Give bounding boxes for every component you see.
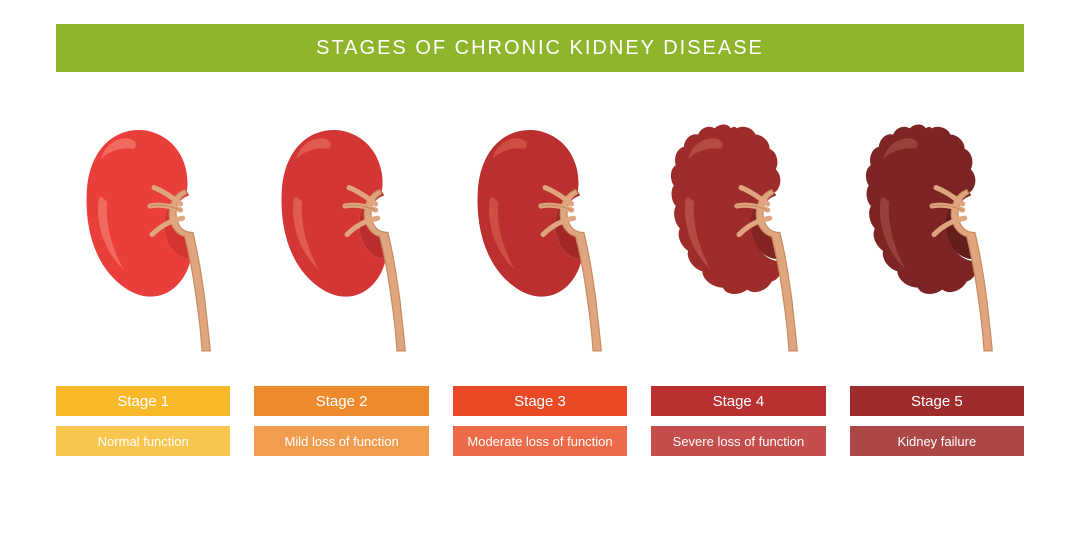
stage-label: Stage 5	[850, 386, 1024, 416]
label-column-stage-3: Stage 3 Moderate loss of function	[453, 386, 627, 456]
kidney-icon	[841, 108, 1021, 358]
kidney-icon	[450, 108, 630, 358]
stage-description: Kidney failure	[850, 426, 1024, 456]
stage-label: Stage 1	[56, 386, 230, 416]
label-column-stage-2: Stage 2 Mild loss of function	[254, 386, 428, 456]
stage-description: Normal function	[56, 426, 230, 456]
label-column-stage-5: Stage 5 Kidney failure	[850, 386, 1024, 456]
stage-description: Mild loss of function	[254, 426, 428, 456]
kidney-row	[56, 108, 1024, 358]
kidney-icon	[646, 108, 826, 358]
kidney-stage-5	[838, 108, 1024, 358]
stage-label: Stage 4	[651, 386, 825, 416]
stage-description: Moderate loss of function	[453, 426, 627, 456]
labels-row: Stage 1 Normal function Stage 2 Mild loss o…	[56, 386, 1024, 456]
kidney-stage-1	[56, 108, 242, 358]
label-column-stage-1: Stage 1 Normal function	[56, 386, 230, 456]
title-bar: STAGES OF CHRONIC KIDNEY DISEASE	[56, 24, 1024, 72]
kidney-stage-2	[252, 108, 438, 358]
stage-description: Severe loss of function	[651, 426, 825, 456]
stage-label: Stage 3	[453, 386, 627, 416]
kidney-stage-3	[447, 108, 633, 358]
label-column-stage-4: Stage 4 Severe loss of function	[651, 386, 825, 456]
kidney-stage-4	[643, 108, 829, 358]
kidney-icon	[254, 108, 434, 358]
stage-label: Stage 2	[254, 386, 428, 416]
kidney-icon	[59, 108, 239, 358]
